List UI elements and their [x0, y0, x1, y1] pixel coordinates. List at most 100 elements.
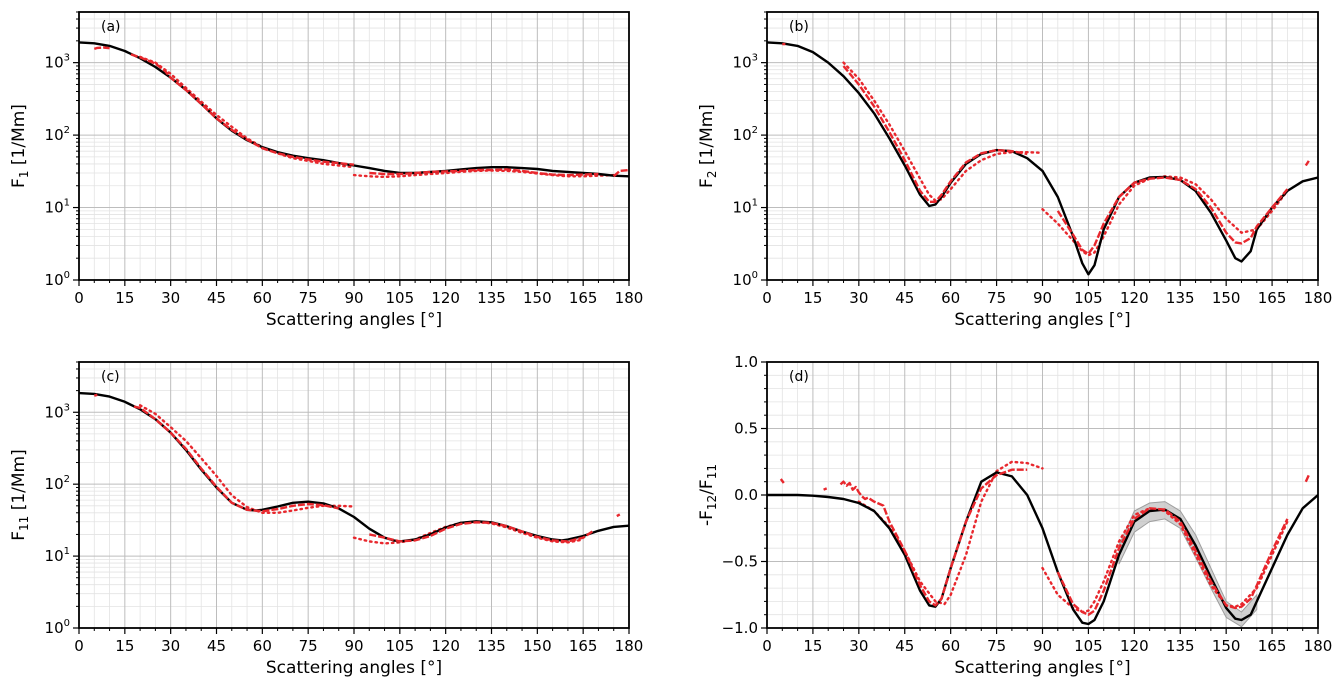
x-tick-label: 120: [431, 637, 460, 655]
x-tick-label: 45: [895, 637, 914, 655]
dashed-series-line: [842, 65, 1028, 203]
x-tick-label: 0: [762, 289, 772, 307]
y-axis-label: F2 [1/Mm]: [697, 104, 719, 188]
x-tick-label: 0: [762, 637, 772, 655]
y-tick-label: 102: [45, 474, 70, 493]
x-tick-label: 60: [253, 289, 272, 307]
x-tick-label: 90: [344, 289, 363, 307]
y-tick-label: 100: [733, 270, 758, 289]
x-tick-label: 105: [386, 289, 415, 307]
x-tick-label: 75: [299, 637, 318, 655]
x-tick-label: 30: [161, 637, 180, 655]
y-tick-label: 103: [45, 53, 70, 72]
grid: [78, 11, 630, 281]
x-tick-label: 75: [299, 289, 318, 307]
dashed-series-line: [93, 393, 98, 397]
x-tick-label: 180: [615, 637, 644, 655]
x-tick-label: 165: [569, 289, 598, 307]
y-tick-label: 100: [45, 618, 70, 637]
x-tick-label: 30: [849, 637, 868, 655]
uncertainty-band: [1118, 501, 1258, 628]
x-tick-label: 30: [161, 289, 180, 307]
dashed-series-line: [779, 478, 785, 484]
y-axis-label: F11 [1/Mm]: [9, 449, 31, 541]
x-tick-label: 165: [569, 637, 598, 655]
y-tick-label: 103: [733, 53, 758, 72]
dashed-series-line: [823, 487, 828, 491]
x-tick-label: 180: [1304, 289, 1333, 307]
x-tick-label: 75: [987, 637, 1006, 655]
x-tick-label: 150: [1212, 637, 1241, 655]
y-tick-label: 1.0: [734, 353, 758, 371]
y-tick-label: 101: [733, 198, 758, 217]
y-tick-label: 101: [45, 546, 70, 565]
panel-a: 0 15 30 45 60 75 90 105 120 135 150 165 180 100 101 102…: [9, 11, 644, 330]
dashed-series-line: [369, 521, 593, 543]
panel-label: (b): [789, 19, 809, 35]
y-tick-label: −1.0: [722, 619, 758, 637]
x-tick-label: 165: [1258, 637, 1287, 655]
dashed-series-line: [130, 53, 355, 166]
x-tick-label: 120: [431, 289, 460, 307]
series-group: [79, 391, 629, 545]
x-tick-label: 60: [941, 637, 960, 655]
dashed-series-line: [612, 168, 629, 178]
x-tick-label: 150: [523, 637, 552, 655]
dotted-series-line: [138, 55, 356, 169]
x-tick-label: 45: [207, 289, 226, 307]
x-tick-label: 180: [615, 289, 644, 307]
x-tick-label: 0: [74, 289, 84, 307]
x-tick-label: 105: [1074, 289, 1103, 307]
grid: [766, 361, 1319, 629]
dashed-series-line: [616, 513, 621, 518]
x-axis-label: Scattering angles [°]: [266, 658, 442, 678]
dotted-series-line: [842, 61, 1044, 202]
panel-c: 0 15 30 45 60 75 90 105 120 135 150 165 180 100 101 102…: [9, 361, 644, 678]
x-tick-label: 180: [1304, 637, 1333, 655]
x-tick-label: 135: [1166, 637, 1195, 655]
x-axis-label: Scattering angles [°]: [266, 310, 442, 330]
dashed-series-line: [133, 405, 339, 513]
y-tick-label: −0.5: [722, 553, 758, 571]
series-group: [79, 41, 629, 179]
x-tick-label: 15: [115, 289, 134, 307]
dashed-series-line: [1304, 474, 1310, 483]
panel-label: (d): [789, 369, 809, 385]
panel-label: (c): [101, 369, 120, 385]
dashed-series-line: [93, 46, 110, 51]
x-tick-label: 90: [1033, 637, 1052, 655]
x-tick-label: 120: [1120, 289, 1149, 307]
model-series-line: [767, 41, 1318, 276]
dotted-series-line: [138, 404, 356, 514]
dashed-series-line: [839, 468, 1028, 607]
x-tick-label: 45: [207, 637, 226, 655]
panel-d: 0 15 30 45 60 75 90 105 120 135 150 165 180 −1.0 −0.5 0…: [697, 353, 1332, 678]
x-tick-label: 135: [477, 637, 506, 655]
dashed-series-line: [1304, 160, 1310, 167]
x-tick-label: 75: [987, 289, 1006, 307]
y-tick-label: 103: [45, 402, 70, 421]
x-tick-label: 120: [1120, 637, 1149, 655]
dashed-series-line: [369, 168, 599, 177]
y-tick-label: 102: [45, 125, 70, 144]
x-tick-label: 90: [344, 637, 363, 655]
series-group: [767, 460, 1318, 628]
y-tick-label: 100: [45, 270, 70, 289]
x-tick-label: 150: [1212, 289, 1241, 307]
x-tick-label: 30: [849, 289, 868, 307]
x-tick-label: 135: [1166, 289, 1195, 307]
dashed-series-line: [1056, 507, 1289, 616]
dotted-series-line: [352, 169, 615, 179]
panel-b: 0 15 30 45 60 75 90 105 120 135 150 165 180 100 101 102…: [697, 11, 1333, 330]
x-tick-label: 165: [1258, 289, 1287, 307]
y-tick-label: 0.5: [734, 420, 758, 438]
x-tick-label: 150: [523, 289, 552, 307]
y-tick-label: 0.0: [734, 486, 758, 504]
x-tick-label: 90: [1033, 289, 1052, 307]
x-tick-label: 15: [803, 289, 822, 307]
x-tick-label: 15: [803, 637, 822, 655]
y-tick-label: 102: [733, 125, 758, 144]
y-axis-label: F1 [1/Mm]: [9, 104, 31, 188]
x-tick-label: 15: [115, 637, 134, 655]
